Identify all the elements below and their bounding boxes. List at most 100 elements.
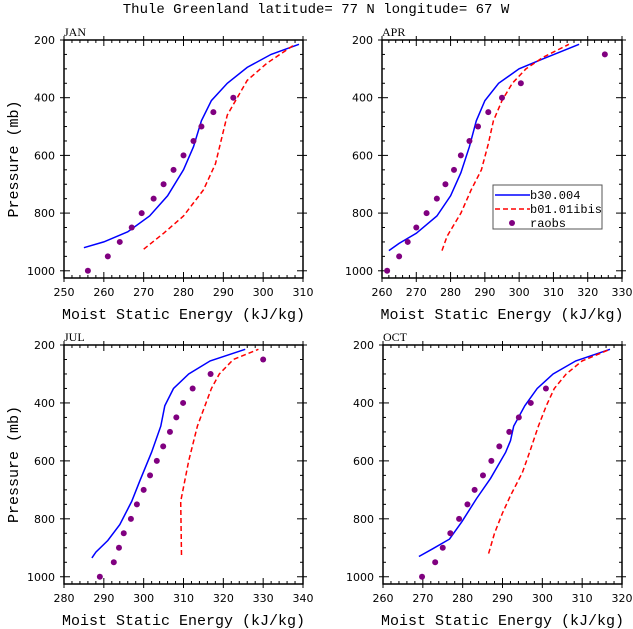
raobs-marker xyxy=(116,238,123,245)
raobs-marker xyxy=(475,123,481,130)
raobs-marker xyxy=(96,573,103,580)
x-tick-label: 280 xyxy=(440,286,461,299)
raobs-marker xyxy=(140,486,147,493)
raobs-marker xyxy=(120,530,127,537)
raobs-marker xyxy=(127,515,134,522)
x-tick-label: 310 xyxy=(572,592,593,605)
x-axis-label: Moist Static Energy (kJ/kg) xyxy=(62,307,305,324)
y-tick-label: 600 xyxy=(34,149,55,162)
y-tick-label: 400 xyxy=(353,397,374,410)
raobs-marker xyxy=(466,137,473,144)
y-tick-label: 1000 xyxy=(346,571,374,584)
raobs-marker xyxy=(442,181,449,188)
y-tick-label: 400 xyxy=(34,397,55,410)
raobs-marker xyxy=(180,399,187,406)
series-group xyxy=(83,43,300,250)
raobs-marker xyxy=(153,457,160,464)
raobs-marker xyxy=(601,51,608,58)
raobs-marker xyxy=(499,94,505,101)
raobs-marker xyxy=(147,472,154,479)
raobs-marker xyxy=(457,152,464,159)
y-tick-label: 600 xyxy=(352,149,373,162)
y-tick-label: 800 xyxy=(353,513,374,526)
x-tick-label: 320 xyxy=(577,286,598,299)
legend-label: b01.01ibis xyxy=(530,203,602,217)
b30-004-line xyxy=(418,348,611,558)
x-tick-label: 300 xyxy=(532,592,553,605)
y-tick-label: 400 xyxy=(34,92,55,105)
raobs-marker xyxy=(527,399,534,406)
series-group xyxy=(91,348,259,559)
raobs-marker xyxy=(230,94,237,101)
x-tick-label: 280 xyxy=(54,592,75,605)
x-tick-label: 300 xyxy=(133,592,154,605)
y-tick-label: 600 xyxy=(34,455,55,468)
b01-01ibis-line xyxy=(179,348,259,556)
raobs-marker xyxy=(173,414,180,421)
x-tick-label: 270 xyxy=(406,286,427,299)
raobs-marker xyxy=(432,559,439,566)
raobs-marker xyxy=(384,267,391,274)
raobs-marker xyxy=(189,385,196,392)
raobs-marker xyxy=(456,515,463,522)
raobs-marker xyxy=(180,152,187,159)
y-tick-label: 1000 xyxy=(27,571,55,584)
x-tick-label: 320 xyxy=(213,592,234,605)
raobs-marker xyxy=(110,559,117,566)
b30-004-line xyxy=(83,43,300,249)
raobs-marker xyxy=(471,486,478,493)
y-tick-label: 800 xyxy=(352,207,373,220)
panel-label: APR xyxy=(382,25,405,39)
x-tick-label: 260 xyxy=(373,592,394,605)
raobs-marker xyxy=(485,109,492,116)
y-tick-label: 200 xyxy=(352,34,373,47)
y-tick-label: 1000 xyxy=(27,265,55,278)
series-group xyxy=(388,43,580,252)
raobs-marker xyxy=(104,253,111,260)
b01-01ibis-line xyxy=(487,348,611,554)
y-tick-label: 800 xyxy=(34,207,55,220)
b30-004-line xyxy=(388,43,580,252)
x-tick-label: 290 xyxy=(474,286,495,299)
raobs-marker xyxy=(198,123,205,130)
plot-frame xyxy=(381,39,623,279)
x-axis-label: Moist Static Energy (kJ/kg) xyxy=(62,613,305,629)
x-tick-label: 310 xyxy=(543,286,564,299)
x-tick-label: 310 xyxy=(173,592,194,605)
raobs-marker xyxy=(496,443,503,450)
raobs-marker xyxy=(115,544,122,551)
raobs-marker xyxy=(419,573,426,580)
legend-marker-raobs xyxy=(509,220,515,226)
y-axis-label: Pressure (mb) xyxy=(6,100,23,217)
raobs-marker xyxy=(439,544,446,551)
plot-frame xyxy=(63,39,304,279)
raobs-marker xyxy=(210,109,217,116)
x-tick-label: 290 xyxy=(213,286,234,299)
x-axis-label: Moist Static Energy (kJ/kg) xyxy=(380,307,623,324)
figure-title: Thule Greenland latitude= 77 N longitude… xyxy=(123,2,510,18)
x-tick-label: 280 xyxy=(452,592,473,605)
panel-label: OCT xyxy=(383,330,408,344)
y-tick-label: 800 xyxy=(34,513,55,526)
raobs-marker xyxy=(260,356,267,363)
raobs-marker xyxy=(517,80,524,87)
raobs-marker xyxy=(207,370,214,377)
x-tick-label: 270 xyxy=(412,592,433,605)
panel-oct: 260 270 280 290 300 310 320 200 400 600 800 1000 OCT… xyxy=(346,330,633,629)
x-tick-label: 320 xyxy=(612,592,633,605)
x-tick-label: 290 xyxy=(492,592,513,605)
x-tick-label: 300 xyxy=(253,286,274,299)
y-tick-label: 200 xyxy=(34,339,55,352)
raobs-marker xyxy=(128,224,135,231)
raobs-marker xyxy=(170,166,177,173)
raobs-marker xyxy=(479,472,486,479)
legend-label: b30.004 xyxy=(530,189,580,203)
raobs-marker xyxy=(447,530,454,537)
raobs-marker xyxy=(404,238,411,245)
raobs-marker xyxy=(160,181,167,188)
x-tick-label: 310 xyxy=(293,286,314,299)
y-tick-label: 200 xyxy=(34,34,55,47)
raobs-marker xyxy=(396,253,403,260)
